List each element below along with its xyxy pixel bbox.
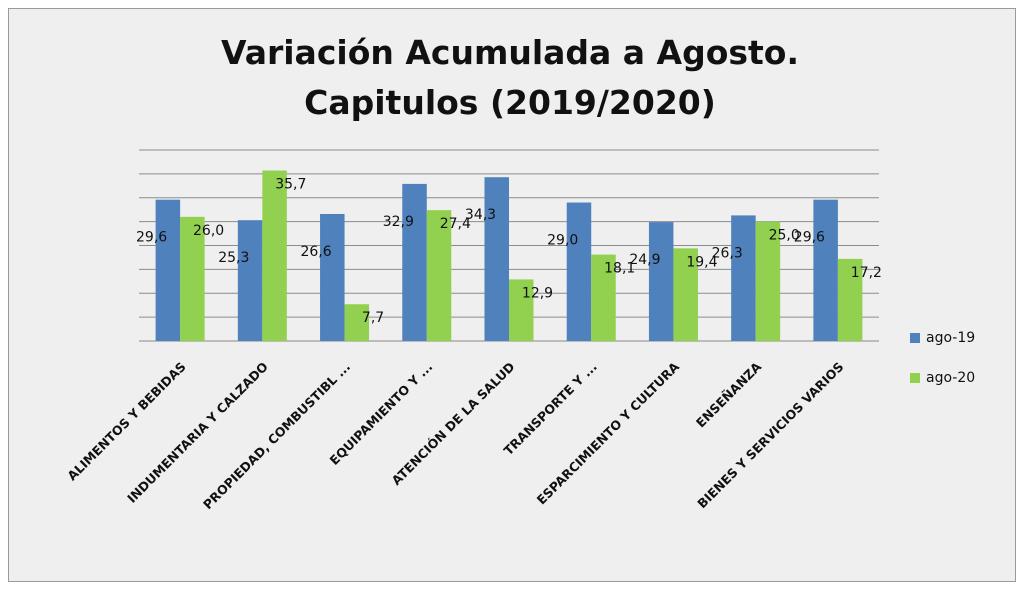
bar <box>673 248 698 341</box>
bar <box>402 183 427 341</box>
legend-swatch <box>910 333 920 343</box>
bar <box>237 220 263 341</box>
data-label: 29,6 <box>136 230 167 246</box>
data-label: 29,6 <box>794 230 825 246</box>
bar <box>648 222 674 341</box>
data-label: 26,0 <box>193 223 224 239</box>
bar <box>731 215 756 341</box>
legend-label: ago-19 <box>926 330 975 346</box>
bar <box>484 177 509 341</box>
data-label: 18,1 <box>604 261 635 277</box>
x-tick-label: TRANSPORTE Y ... <box>501 359 600 458</box>
x-tick-label: INDUMENTARIA Y CALZADO <box>124 359 271 506</box>
data-label: 7,7 <box>362 310 384 326</box>
legend-label: ago-20 <box>926 370 975 386</box>
x-tick-label: PROPIEDAD, COMBUSTIBL ... <box>200 359 353 512</box>
bar <box>320 213 345 341</box>
data-label: 12,9 <box>522 285 553 301</box>
legend-swatch <box>910 373 920 383</box>
bar <box>837 258 863 341</box>
data-label: 32,9 <box>383 214 414 230</box>
bar <box>426 210 452 341</box>
data-label: 24,9 <box>629 252 660 268</box>
data-label: 26,3 <box>712 245 743 261</box>
bar <box>813 199 838 341</box>
x-tick-label: ESPARCIMIENTO Y CULTURA <box>534 359 683 508</box>
data-label: 26,6 <box>300 244 331 260</box>
data-label: 25,3 <box>218 250 249 266</box>
data-label: 19,4 <box>686 254 717 270</box>
bar <box>755 221 781 341</box>
data-label: 35,7 <box>275 177 306 193</box>
data-label: 27,4 <box>440 216 471 232</box>
bar <box>155 199 181 341</box>
bar <box>180 216 205 341</box>
bar <box>591 254 616 341</box>
bar <box>262 170 287 341</box>
data-label: 25,0 <box>769 228 800 244</box>
bar <box>344 304 370 341</box>
bar <box>566 202 592 341</box>
bar <box>509 279 534 341</box>
data-label: 34,3 <box>465 207 496 223</box>
data-label: 17,2 <box>851 265 882 281</box>
data-label: 29,0 <box>547 233 578 249</box>
chart-title: Variación Acumulada a Agosto. Capitulos … <box>220 33 800 122</box>
x-tick-label: ENSEÑANZA <box>693 359 765 431</box>
x-tick-label: BIENES Y SERVICIOS VARIOS <box>694 359 846 511</box>
